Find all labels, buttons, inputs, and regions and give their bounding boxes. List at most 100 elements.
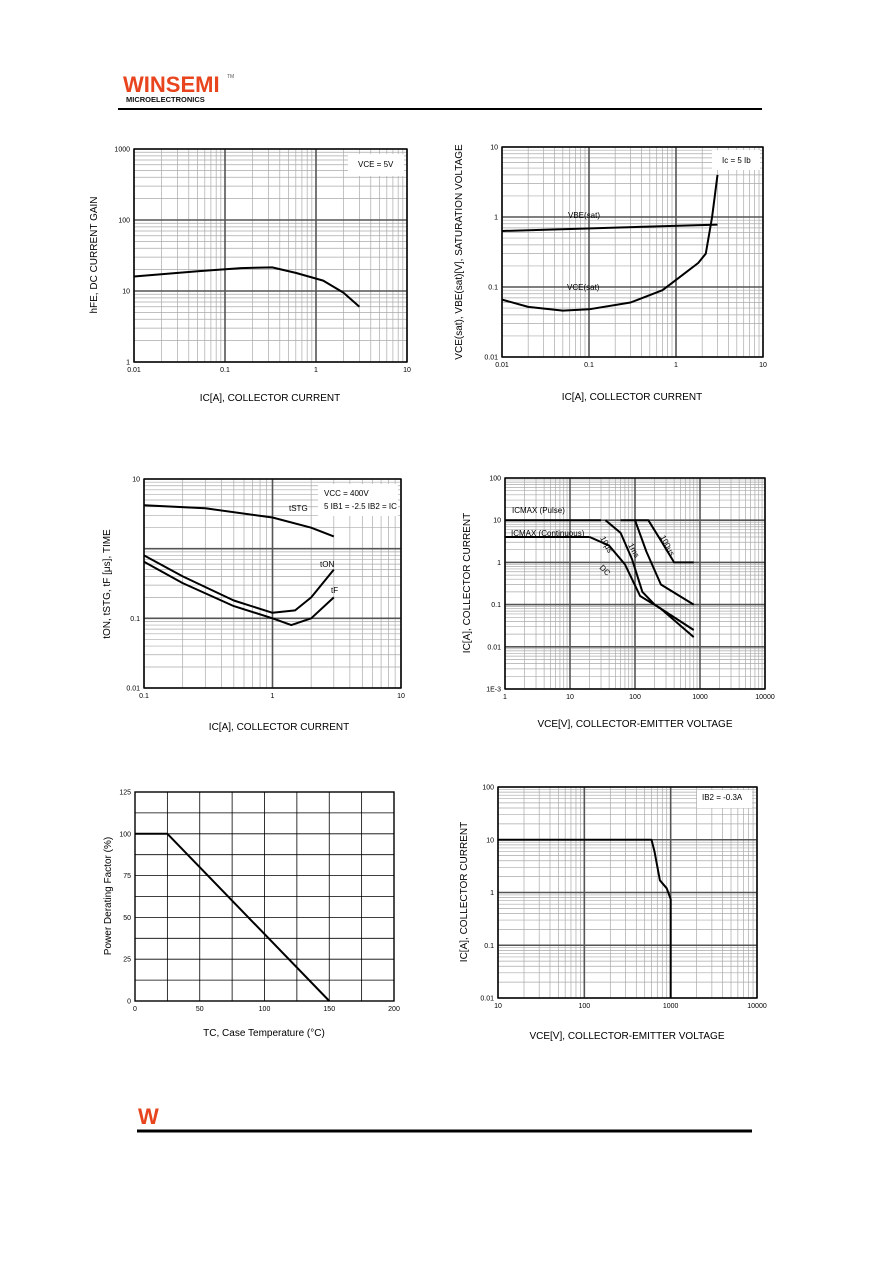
series-line-0 <box>501 223 718 232</box>
y-tick-label: 50 <box>123 915 131 922</box>
grid <box>143 478 402 689</box>
series-line-1 <box>143 554 335 614</box>
annotation: VCC = 400V <box>324 489 369 498</box>
x-tick-label: 0.1 <box>584 362 594 369</box>
annotation: Ic = 5 Ib <box>722 156 751 165</box>
series-line-0 <box>135 832 331 1002</box>
y-tick-label: 0.1 <box>484 943 494 950</box>
plot-frame <box>134 791 395 1002</box>
annotation: 5 IB1 = -2.5 IB2 = IC <box>324 502 397 511</box>
header: WINSEMI TM MICROELECTRONICS <box>118 72 762 110</box>
y-tick-label: 1 <box>494 215 498 222</box>
x-tick-label: 10000 <box>755 694 775 701</box>
x-tick-label: 200 <box>388 1006 400 1013</box>
series-label: tF <box>331 586 338 595</box>
series-line-2 <box>143 560 335 627</box>
x-tick-label: 0.01 <box>127 367 141 374</box>
y-tick-label: 10 <box>493 518 501 525</box>
y-tick-label: 0.1 <box>488 285 498 292</box>
x-tick-label: 100 <box>259 1006 271 1013</box>
y-tick-label: 0.01 <box>480 996 494 1003</box>
x-tick-label: 150 <box>323 1006 335 1013</box>
y-tick-label: 10 <box>486 837 494 844</box>
y-tick-label: 0.1 <box>130 616 140 623</box>
annotation-box <box>697 790 752 808</box>
x-tick-label: 1000 <box>692 694 708 701</box>
y-tick-label: 10 <box>132 477 140 484</box>
plot-frame <box>133 148 408 363</box>
y-tick-label: 1 <box>497 560 501 567</box>
y-tick-label: 1E-3 <box>486 687 501 694</box>
series-line-0 <box>143 504 335 538</box>
x-tick-label: 0 <box>133 1006 137 1013</box>
x-tick-label: 0.1 <box>139 693 149 700</box>
y-axis-label: IC[A], COLLECTOR CURRENT <box>459 822 470 962</box>
y-tick-label: 1 <box>126 360 130 367</box>
x-tick-label: 10 <box>759 362 767 369</box>
annotation: VCE = 5V <box>358 160 394 169</box>
y-tick-label: 100 <box>118 218 130 225</box>
y-tick-label: 0.1 <box>491 602 501 609</box>
saturation-voltage-chart: VBE(sat) VCE(sat) 0.01 0.1 1 10 0.01 0.1 1 10 IC[A… <box>454 144 767 403</box>
x-tick-label: 1 <box>503 694 507 701</box>
y-axis-label: Power Derating Factor (%) <box>103 837 114 955</box>
series-line-3 <box>620 519 695 606</box>
y-tick-label: 10 <box>490 145 498 152</box>
brand-subtitle: MICROELECTRONICS <box>126 95 205 104</box>
y-axis-label: IC[A], COLLECTOR CURRENT <box>462 513 473 653</box>
plot-area <box>502 147 763 357</box>
series-label: VCE(sat) <box>567 283 600 292</box>
y-tick-label: 0 <box>127 999 131 1006</box>
x-tick-label: 0.01 <box>495 362 509 369</box>
x-tick-label: 100 <box>578 1003 590 1010</box>
y-tick-label: 100 <box>119 831 131 838</box>
plot-frame <box>497 786 758 999</box>
y-tick-label: 75 <box>123 873 131 880</box>
series-line-1 <box>501 174 719 312</box>
series-line-2 <box>635 519 694 564</box>
annotation: ICMAX (Pulse) <box>512 506 565 515</box>
x-tick-label: 100 <box>629 694 641 701</box>
footer: W <box>137 1104 752 1133</box>
dc-current-gain-chart: 0.01 0.1 1 10 1 10 100 1000 IC[A], COLLECTOR CUR… <box>89 147 411 405</box>
y-axis-label: hFE, DC CURRENT GAIN <box>89 196 100 313</box>
plot-frame <box>143 478 402 689</box>
x-tick-label: 10000 <box>747 1003 767 1010</box>
grid <box>497 786 758 999</box>
x-axis-label: TC, Case Temperature (°C) <box>203 1028 325 1039</box>
annotation: IB2 = -0.3A <box>702 793 743 802</box>
footer-logo: W <box>138 1104 159 1129</box>
annotation: ICMAX (Continuous) <box>511 529 585 538</box>
y-tick-label: 1000 <box>114 147 130 154</box>
x-tick-label: 1 <box>674 362 678 369</box>
y-tick-label: 0.01 <box>484 355 498 362</box>
annotation-box <box>712 150 760 170</box>
series-line-5 <box>589 536 695 638</box>
y-tick-label: 10 <box>122 289 130 296</box>
series-label: tON <box>320 560 334 569</box>
plot-frame <box>504 477 766 690</box>
x-tick-label: 0.1 <box>220 367 230 374</box>
series-label: tSTG <box>289 504 308 513</box>
series-line-0 <box>498 838 672 998</box>
x-tick-label: 10 <box>403 367 411 374</box>
annotation-box <box>318 484 398 516</box>
y-axis-label: tON, tSTG, tF [μs], TIME <box>102 529 113 639</box>
plot-frame <box>501 146 764 358</box>
safe-operating-area-chart: 1 10 100 1000 10000 1E-3 0.01 0.1 1 10 100 VCE[V], … <box>462 476 775 731</box>
y-tick-label: 100 <box>489 476 501 483</box>
x-tick-label: 1 <box>271 693 275 700</box>
x-tick-label: 10 <box>566 694 574 701</box>
y-axis-label: VCE(sat), VBE(sat)[V], SATURATION VOLTAG… <box>454 144 465 360</box>
y-tick-label: 1 <box>490 890 494 897</box>
y-tick-label: 125 <box>119 790 131 797</box>
y-tick-label: 0.01 <box>487 644 501 651</box>
brand-logo: WINSEMI <box>123 72 220 97</box>
annotation-box <box>348 154 404 176</box>
y-tick-label: 100 <box>482 785 494 792</box>
plot-area <box>134 149 407 362</box>
x-axis-label: VCE[V], COLLECTOR-EMITTER VOLTAGE <box>537 719 732 730</box>
x-tick-label: 1 <box>314 367 318 374</box>
